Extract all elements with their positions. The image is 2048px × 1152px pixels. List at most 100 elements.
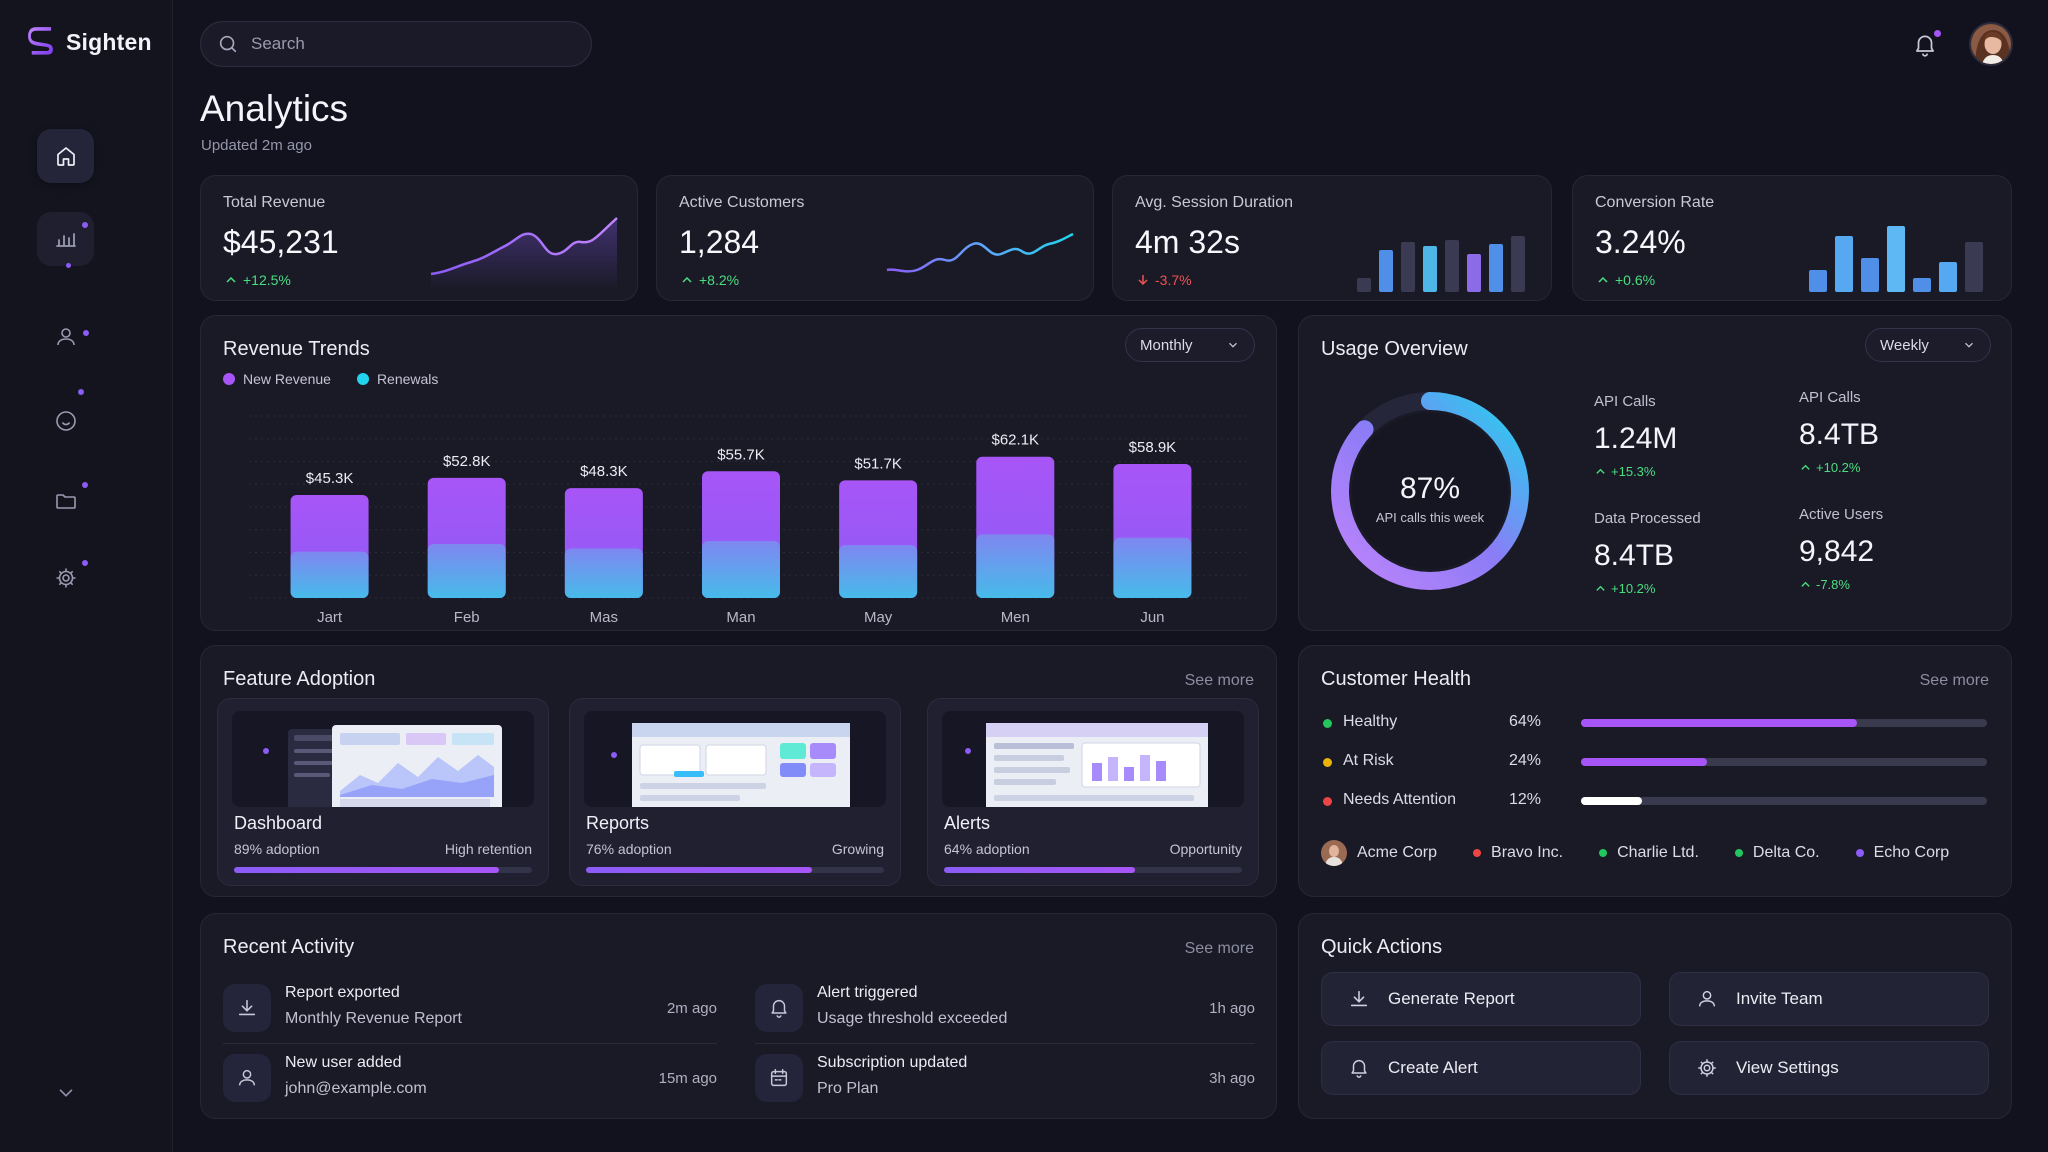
kpi-card-session-duration[interactable]: Avg. Session Duration 4m 32s -3.7% bbox=[1112, 175, 1552, 301]
feature-thumbnail bbox=[584, 711, 886, 807]
company-avatar bbox=[1321, 840, 1347, 866]
company-echo[interactable]: Echo Corp bbox=[1855, 844, 1949, 862]
chevron-down-icon[interactable] bbox=[55, 1082, 77, 1104]
bar-renewals[interactable] bbox=[976, 534, 1055, 598]
company-delta[interactable]: Delta Co. bbox=[1734, 844, 1820, 862]
company-acme[interactable]: Acme Corp bbox=[1321, 840, 1437, 866]
activity-item[interactable]: Report exported Monthly Revenue Report 2… bbox=[223, 978, 717, 1038]
customers-sparkline bbox=[886, 232, 1074, 273]
see-more-link[interactable]: See more bbox=[1919, 672, 1989, 689]
view-settings-button[interactable]: View Settings bbox=[1669, 1041, 1989, 1095]
feature-tile-alerts[interactable]: Alerts 64% adoption Opportunity bbox=[927, 698, 1259, 886]
kpi-card-conversion-rate[interactable]: Conversion Rate 3.24% +0.6% bbox=[1572, 175, 2012, 301]
notification-bell-icon[interactable] bbox=[1912, 32, 1938, 58]
card-title: Customer Health bbox=[1321, 668, 1472, 690]
kpi-change: +0.6% bbox=[1597, 272, 1655, 288]
bar-group-6[interactable]: $58.9K Jun bbox=[1113, 439, 1192, 626]
bar-renewals[interactable] bbox=[290, 551, 369, 598]
kpi-value: 3.24% bbox=[1595, 224, 1686, 260]
see-more-link[interactable]: See more bbox=[1184, 940, 1254, 957]
card-title: Usage Overview bbox=[1321, 338, 1468, 360]
company-list: Acme Corp Bravo Inc. Charlie Ltd. Delta … bbox=[1321, 840, 1985, 866]
activity-item[interactable]: New user added john@example.com 15m ago bbox=[223, 1048, 717, 1108]
company-dot bbox=[1734, 849, 1743, 857]
activity-subtitle: john@example.com bbox=[285, 1080, 427, 1097]
see-more-link[interactable]: See more bbox=[1184, 672, 1254, 689]
status-dot bbox=[1323, 719, 1332, 728]
nav-files[interactable] bbox=[37, 474, 94, 528]
feature-progress-fill bbox=[234, 867, 500, 873]
nav-users[interactable] bbox=[37, 310, 94, 364]
activity-title: Report exported bbox=[285, 984, 400, 1001]
bar-group-4[interactable]: $51.7K May bbox=[839, 455, 918, 626]
feature-progress-fill bbox=[944, 867, 1135, 873]
logo[interactable]: Sighten bbox=[28, 26, 152, 58]
usage-period-dropdown[interactable]: Weekly bbox=[1865, 328, 1991, 362]
bar-group-2[interactable]: $48.3K Mas bbox=[564, 463, 643, 626]
stat-change-value: -7.8% bbox=[1816, 577, 1850, 592]
feature-name: Reports bbox=[586, 813, 650, 833]
activity-icon-box bbox=[755, 984, 803, 1032]
usage-overview-card: Usage Overview Weekly 87% API calls this… bbox=[1298, 315, 2012, 631]
company-name: Charlie Ltd. bbox=[1617, 844, 1699, 861]
invite-team-button[interactable]: Invite Team bbox=[1669, 972, 1989, 1026]
health-label: At Risk bbox=[1343, 752, 1394, 769]
legend-new-revenue[interactable]: New Revenue bbox=[223, 371, 331, 387]
x-tick-label: Mas bbox=[590, 609, 618, 626]
kpi-change: -3.7% bbox=[1137, 272, 1192, 288]
bar-renewals[interactable] bbox=[1113, 537, 1192, 598]
legend-renewals[interactable]: Renewals bbox=[356, 371, 438, 387]
search-bar[interactable] bbox=[200, 21, 592, 67]
nav-feedback[interactable] bbox=[37, 394, 94, 448]
company-dot bbox=[1599, 849, 1608, 857]
bar-chart-icon bbox=[55, 233, 76, 247]
activity-time: 3h ago bbox=[1209, 1070, 1255, 1087]
arrow-up-icon bbox=[226, 276, 236, 283]
bar-renewals[interactable] bbox=[702, 540, 780, 598]
kpi-change: +12.5% bbox=[225, 272, 291, 288]
bar-group-3[interactable]: $55.7K Man bbox=[702, 446, 780, 626]
logo-mark-icon bbox=[28, 27, 53, 55]
health-bar-track bbox=[1581, 758, 1987, 766]
kpi-card-total-revenue[interactable]: Total Revenue $45,231 +12.5% bbox=[200, 175, 638, 301]
stat-change-value: +15.3% bbox=[1611, 464, 1656, 479]
arrow-up-icon bbox=[1596, 468, 1605, 474]
revenue-sparkline bbox=[430, 217, 618, 290]
health-bar-fill bbox=[1581, 797, 1642, 805]
page-title: Analytics bbox=[200, 88, 349, 129]
download-icon bbox=[238, 999, 256, 1016]
nav-home[interactable] bbox=[37, 129, 94, 183]
bar-group-5[interactable]: $62.1K Men bbox=[976, 432, 1055, 626]
bar-group-0[interactable]: $45.3K Jart bbox=[290, 470, 369, 626]
generate-report-button[interactable]: Generate Report bbox=[1321, 972, 1641, 1026]
activity-item[interactable]: Subscription updated Pro Plan 3h ago bbox=[755, 1048, 1255, 1108]
search-input[interactable] bbox=[251, 34, 571, 54]
kpi-card-active-customers[interactable]: Active Customers 1,284 +8.2% bbox=[656, 175, 1094, 301]
calendar-icon bbox=[770, 1069, 788, 1087]
bar-renewals[interactable] bbox=[564, 548, 643, 598]
stat-change: +10.2% bbox=[1800, 460, 1860, 475]
bar-renewals[interactable] bbox=[839, 545, 918, 598]
create-alert-button[interactable]: Create Alert bbox=[1321, 1041, 1641, 1095]
x-tick-label: Jun bbox=[1140, 609, 1164, 626]
feature-tile-dashboard[interactable]: Dashboard 89% adoption High retention bbox=[217, 698, 549, 886]
nav-settings[interactable] bbox=[37, 551, 94, 605]
nav-analytics[interactable] bbox=[37, 212, 94, 266]
user-avatar[interactable] bbox=[1969, 22, 2013, 66]
nav-settings-dot bbox=[82, 560, 88, 566]
company-name: Delta Co. bbox=[1752, 844, 1820, 861]
bar-renewals[interactable] bbox=[427, 543, 506, 598]
activity-title: New user added bbox=[285, 1054, 402, 1071]
period-dropdown[interactable]: Monthly bbox=[1125, 328, 1255, 362]
company-charlie[interactable]: Charlie Ltd. bbox=[1599, 844, 1699, 862]
company-dot bbox=[1855, 849, 1864, 857]
bar-group-1[interactable]: $52.8K Feb bbox=[427, 453, 506, 626]
user-icon bbox=[238, 1069, 256, 1086]
health-label: Healthy bbox=[1343, 713, 1398, 730]
conversion-bar-sparkline bbox=[1809, 226, 1983, 292]
company-bravo[interactable]: Bravo Inc. bbox=[1473, 844, 1563, 862]
feature-tile-reports[interactable]: Reports 76% adoption Growing bbox=[569, 698, 901, 886]
feature-note: High retention bbox=[444, 841, 532, 857]
arrow-up-icon bbox=[1598, 276, 1608, 283]
activity-item[interactable]: Alert triggered Usage threshold exceeded… bbox=[755, 978, 1255, 1038]
